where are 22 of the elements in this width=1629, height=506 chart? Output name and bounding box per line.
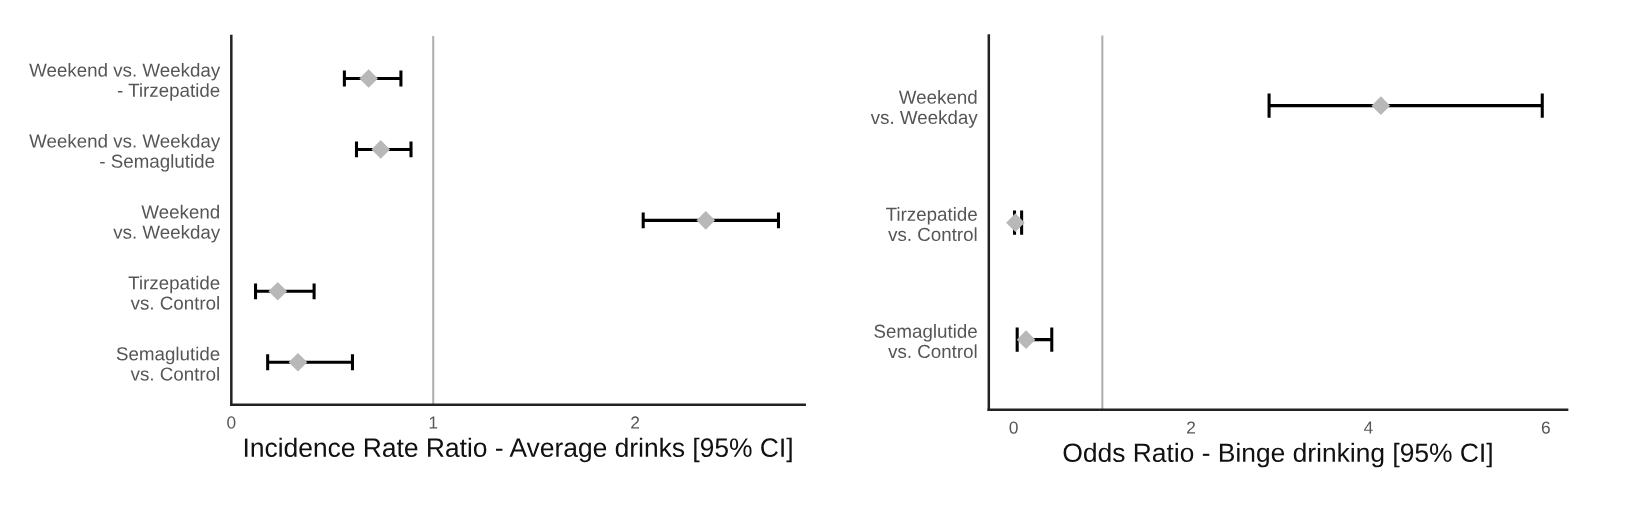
x-tick-label: 2 <box>1187 421 1195 434</box>
y-tick-label: Weekend vs. Weekday - Tirzepatide <box>29 62 221 101</box>
x-tick-label: 4 <box>1363 421 1373 434</box>
y-tick-label: Weekend vs. Weekday - Semaglutide <box>29 133 221 172</box>
point <box>288 352 308 372</box>
point <box>268 281 288 301</box>
x-tick-label: 6 <box>1541 421 1550 434</box>
y-tick-label: Tirzepatide vs. Control <box>886 207 977 242</box>
y-tick-label: Semaglutide vs. Control <box>116 346 220 381</box>
y-tick-label: Weekend vs. Weekday <box>113 204 221 243</box>
x-tick-label: 1 <box>429 416 438 429</box>
x-axis-title: Incidence Rate Ratio - Average drinks [95% CI] <box>244 437 792 463</box>
x-axis-title: Odds Ratio - Binge drinking [95% CI] <box>1063 442 1492 468</box>
x-tick-label: 0 <box>227 416 236 429</box>
y-tick-label: Weekend vs. Weekday <box>870 90 978 128</box>
point <box>371 140 391 159</box>
y-tick-label: Tirzepatide vs. Control <box>128 275 220 310</box>
y-tick-label: Semaglutide vs. Control <box>874 324 977 359</box>
point <box>696 211 716 230</box>
x-tick-label: 0 <box>1009 421 1018 434</box>
x-tick-label: 2 <box>631 416 640 429</box>
point <box>359 69 378 88</box>
